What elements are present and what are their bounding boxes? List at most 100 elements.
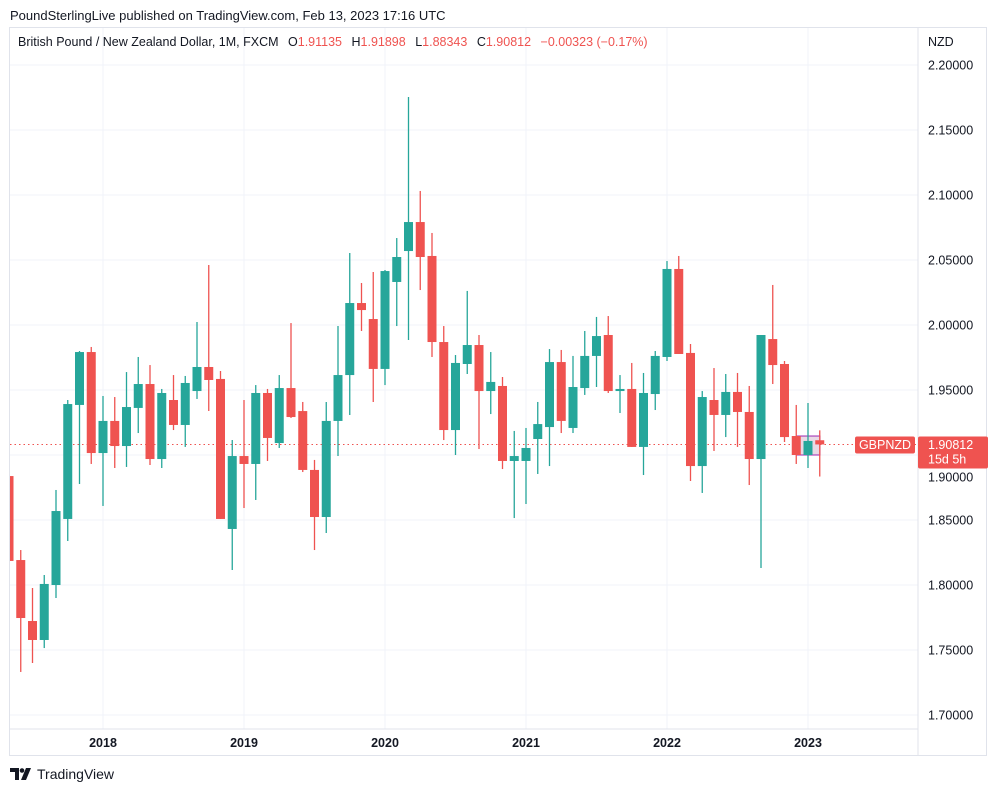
candle-body bbox=[545, 362, 554, 428]
candle-body bbox=[404, 222, 413, 252]
candle-body bbox=[63, 404, 73, 519]
price-tick-label: 2.15000 bbox=[928, 124, 973, 138]
candle-2018-07 bbox=[169, 375, 178, 431]
candle-2018-08 bbox=[180, 375, 190, 447]
bar-countdown: 15d 5h bbox=[928, 452, 966, 466]
candle-2022-01 bbox=[662, 261, 672, 362]
candle-2018-01 bbox=[98, 395, 108, 506]
tradingview-logo[interactable]: TradingView bbox=[10, 766, 114, 782]
candle-2019-04 bbox=[274, 375, 284, 448]
candle-body bbox=[639, 392, 648, 447]
candle-body bbox=[133, 384, 143, 408]
candle-2022-04 bbox=[697, 391, 707, 493]
candle-2022-05 bbox=[709, 368, 719, 451]
candle-2020-11 bbox=[498, 377, 507, 470]
candle-body bbox=[122, 407, 131, 447]
candle-2020-09 bbox=[474, 335, 484, 450]
candle-2021-03 bbox=[545, 349, 554, 467]
candle-2020-06 bbox=[439, 326, 449, 441]
candle-2022-03 bbox=[686, 343, 695, 481]
change-value: −0.00323 (−0.17%) bbox=[540, 35, 648, 49]
candle-2017-08 bbox=[39, 574, 49, 649]
candle-body bbox=[98, 420, 108, 454]
candle-body bbox=[509, 456, 519, 461]
candle-body bbox=[310, 469, 319, 518]
time-tick-label: 2021 bbox=[512, 736, 540, 750]
price-tick-label: 1.90000 bbox=[928, 470, 973, 484]
candle-2019-11 bbox=[357, 283, 366, 331]
candle-2017-05 bbox=[10, 476, 14, 561]
candle-2019-12 bbox=[368, 271, 378, 402]
publisher-line: PoundSterlingLive published on TradingVi… bbox=[10, 8, 446, 23]
time-tick-label: 2018 bbox=[89, 736, 117, 750]
candle-body bbox=[733, 391, 742, 412]
candle-2023-02 bbox=[815, 430, 825, 477]
candle-body bbox=[28, 621, 37, 640]
time-tick-label: 2019 bbox=[230, 736, 258, 750]
candle-body bbox=[615, 388, 625, 392]
candle-body bbox=[39, 583, 49, 640]
candle-body bbox=[815, 440, 825, 445]
brand-name: TradingView bbox=[37, 766, 115, 782]
candle-2018-03 bbox=[122, 372, 131, 467]
last-price-value: 1.90812 bbox=[928, 438, 973, 452]
candle-2017-11 bbox=[75, 351, 84, 484]
candle-2018-12 bbox=[227, 440, 237, 571]
symbol-label: GBPNZD bbox=[859, 438, 911, 452]
candle-body bbox=[380, 271, 390, 369]
low-value: 1.88343 bbox=[422, 35, 468, 49]
candle-body bbox=[392, 257, 402, 282]
candle-body bbox=[192, 366, 202, 392]
candle-body bbox=[674, 268, 684, 354]
symbol-legend: British Pound / New Zealand Dollar, 1M, … bbox=[18, 35, 648, 49]
candle-body bbox=[75, 352, 84, 405]
price-axis-currency: NZD bbox=[928, 35, 954, 49]
time-tick-label: 2022 bbox=[653, 736, 681, 750]
candle-2019-02 bbox=[251, 385, 261, 500]
candle-2017-09 bbox=[51, 489, 61, 598]
low-label: L bbox=[415, 35, 423, 49]
candle-body bbox=[627, 388, 637, 447]
candle-2019-05 bbox=[286, 323, 296, 418]
candle-2020-08 bbox=[462, 290, 472, 375]
candle-2019-01 bbox=[239, 400, 249, 509]
candle-2020-05 bbox=[427, 232, 437, 357]
open-value: 1.91135 bbox=[297, 35, 343, 49]
symbol-price-tag bbox=[855, 436, 915, 454]
candle-body bbox=[521, 447, 531, 461]
candle-2017-07 bbox=[28, 587, 37, 663]
candle-2021-06 bbox=[580, 330, 590, 395]
candle-body bbox=[568, 387, 578, 428]
candle-2019-03 bbox=[263, 388, 272, 461]
candle-2017-12 bbox=[86, 346, 96, 464]
candle-2022-07 bbox=[733, 372, 742, 447]
candle-body bbox=[486, 381, 496, 392]
tradingview-logo-icon bbox=[10, 768, 31, 780]
candle-2020-04 bbox=[415, 190, 425, 291]
high-value: 1.91898 bbox=[360, 35, 406, 49]
candle-body bbox=[780, 364, 789, 438]
candle-body bbox=[603, 335, 613, 392]
candle-2020-10 bbox=[486, 352, 496, 415]
candle-2021-05 bbox=[568, 355, 578, 434]
price-tick-label: 2.20000 bbox=[928, 59, 973, 73]
price-tick-label: 1.85000 bbox=[928, 514, 973, 528]
candle-body bbox=[556, 362, 566, 421]
time-tick-label: 2023 bbox=[794, 736, 822, 750]
candle-2021-07 bbox=[592, 316, 601, 388]
axes: 2.20000 2.15000 2.10000 2.05000 2.00000 1.950… bbox=[9, 27, 988, 756]
candle-body bbox=[216, 378, 225, 519]
candle-body bbox=[16, 560, 26, 619]
candle-body bbox=[768, 339, 778, 366]
candle-body bbox=[580, 355, 590, 389]
candle-body bbox=[451, 362, 460, 431]
candle-body bbox=[286, 388, 296, 418]
candle-body bbox=[180, 382, 190, 425]
grid bbox=[10, 28, 918, 729]
candle-2022-11 bbox=[780, 361, 789, 442]
price-tick-label: 1.80000 bbox=[928, 579, 973, 593]
candle-body bbox=[227, 456, 237, 529]
candle-body bbox=[298, 411, 308, 470]
last-price-tag bbox=[918, 436, 988, 469]
